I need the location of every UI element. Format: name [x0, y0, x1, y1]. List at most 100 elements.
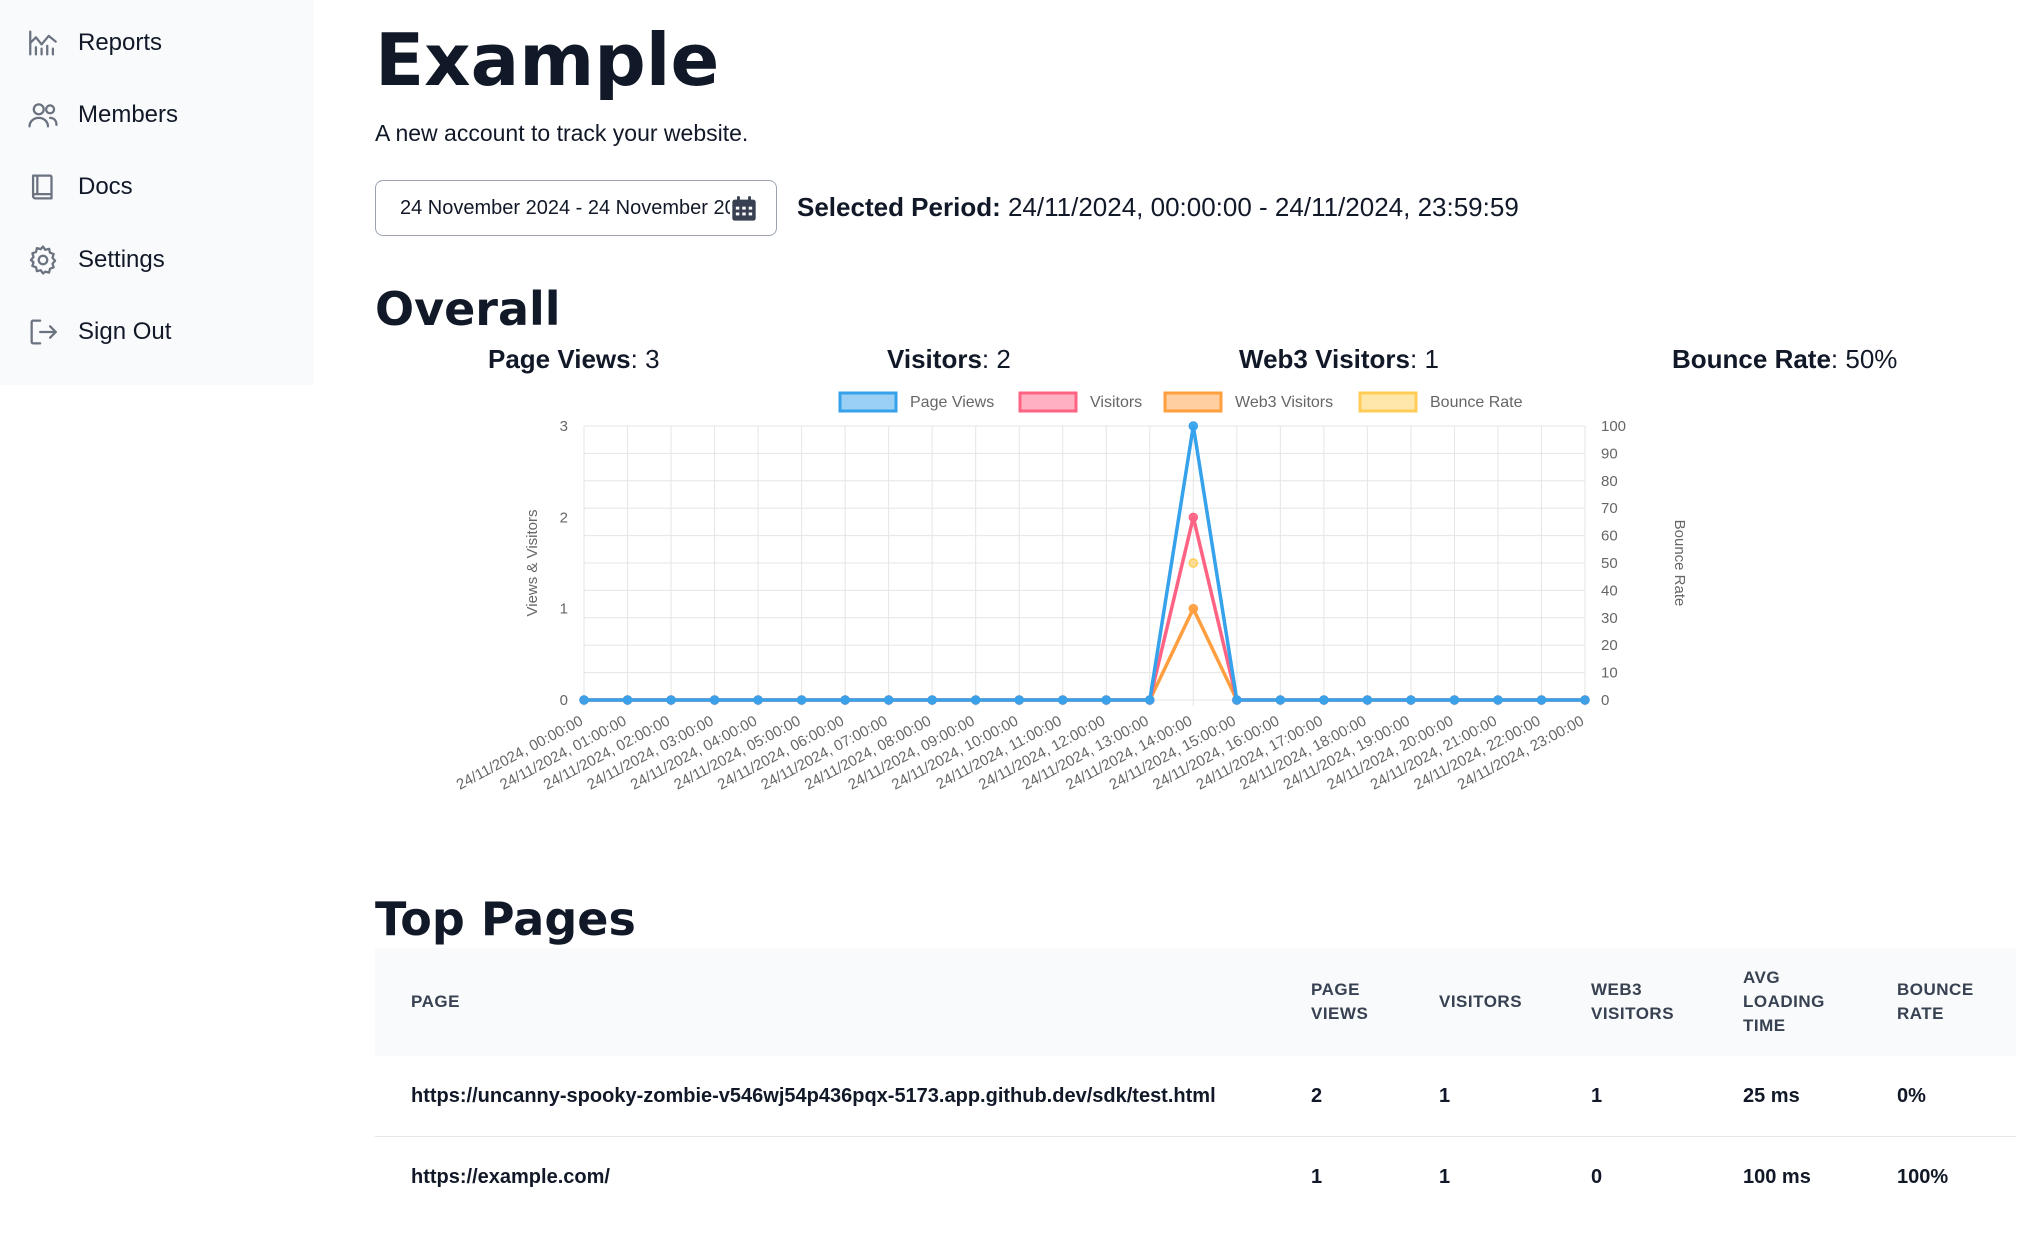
data-point: [1014, 695, 1024, 705]
legend-label: Page Views: [910, 394, 994, 411]
calendar-icon[interactable]: [730, 195, 758, 223]
sidebar-item-label: Members: [78, 101, 179, 128]
sidebar-item-sign-out[interactable]: Sign Out: [26, 312, 171, 352]
sidebar-item-settings[interactable]: Settings: [26, 240, 165, 280]
y-right-tick-label: 80: [1601, 473, 1618, 490]
stat-visitors: Visitors: 2: [887, 344, 1011, 374]
selected-period: Selected Period: 24/11/2024, 00:00:00 - …: [797, 192, 1519, 223]
column-header: VISITORS: [1439, 992, 1523, 1011]
sidebar-item-members[interactable]: Members: [26, 95, 178, 135]
sidebar-item-label: Docs: [78, 173, 133, 200]
sidebar-item-label: Sign Out: [78, 318, 172, 345]
data-point: [1188, 421, 1199, 431]
sign-out-icon: [30, 319, 57, 345]
table-cell: 100%: [1897, 1165, 1949, 1188]
stat-label: Bounce Rate: [1672, 344, 1831, 374]
legend-swatch: [1163, 391, 1223, 413]
table-row: https://example.com/ 1 1 0 100 ms 100%: [375, 1137, 2016, 1218]
data-point: [1536, 695, 1547, 705]
top-pages-title: Top Pages: [375, 892, 636, 946]
stat-value: 1: [1424, 344, 1439, 374]
column-header: WEB3 VISITORS: [1591, 980, 1675, 1023]
y-right-tick-label: 30: [1601, 610, 1618, 627]
legend-label: Web3 Visitors: [1235, 394, 1333, 411]
data-point: [622, 695, 633, 705]
y-tick-label: 0: [560, 692, 568, 709]
data-point: [1275, 695, 1286, 705]
stat-value: 3: [645, 344, 660, 374]
table-cell: 2: [1275, 1056, 1403, 1137]
book-icon: [31, 174, 53, 200]
sidebar-item-docs[interactable]: Docs: [26, 167, 133, 207]
data-point: [1232, 695, 1242, 705]
selected-period-value: 24/11/2024, 00:00:00 - 24/11/2024, 23:59…: [1007, 192, 1519, 222]
users-icon: [28, 103, 58, 128]
table-cell-page: https://example.com/: [411, 1165, 610, 1188]
chart-line-icon: [29, 30, 57, 56]
table-cell: 1: [1311, 1165, 1323, 1188]
y-right-tick-label: 10: [1601, 665, 1618, 682]
y-right-tick-label: 40: [1601, 582, 1618, 599]
y-tick-label: 2: [560, 509, 568, 526]
table-cell: 100 ms: [1743, 1165, 1811, 1188]
data-point: [1188, 512, 1199, 523]
y-right-axis-title: Bounce Rate: [1671, 520, 1688, 607]
data-point: [1188, 603, 1199, 614]
data-point: [840, 695, 850, 705]
data-point: [796, 695, 807, 705]
sidebar-item-label: Reports: [78, 29, 163, 56]
column-header: AVG LOADING TIME: [1743, 968, 1825, 1035]
stat-label: Page Views: [488, 344, 631, 374]
data-point: [1188, 558, 1199, 568]
data-point: [1057, 695, 1068, 705]
legend-swatch: [838, 391, 898, 413]
main-content: Example A new account to track your webs…: [375, 0, 2028, 1252]
table-cell: 1: [1403, 1056, 1555, 1137]
page-title: Example: [375, 18, 720, 102]
data-point: [1362, 695, 1373, 705]
column-header: PAGE VIEWS: [1311, 980, 1369, 1023]
table-cell-page: https://uncanny-spooky-zombie-v546wj54p4…: [375, 1056, 1275, 1137]
table-cell: 1: [1555, 1056, 1707, 1137]
date-range-picker[interactable]: 24 November 2024 - 24 November 2024: [375, 180, 777, 236]
y-right-tick-label: 60: [1601, 528, 1618, 545]
gear-icon: [29, 245, 57, 275]
sidebar-item-label: Settings: [78, 246, 165, 273]
table-cell: 0%: [1861, 1056, 2016, 1137]
data-point: [666, 695, 676, 705]
stat-value: 2: [996, 344, 1011, 374]
table-row: https://uncanny-spooky-zombie-v546wj54p4…: [375, 1056, 2016, 1137]
table-cell: 1: [1439, 1165, 1451, 1188]
data-point: [1101, 695, 1112, 705]
data-point: [1449, 695, 1460, 705]
legend-swatch: [1358, 391, 1418, 413]
page-subtitle: A new account to track your website.: [375, 120, 749, 146]
data-point: [1493, 695, 1503, 705]
y-right-tick-label: 100: [1601, 418, 1626, 435]
y-right-tick-label: 50: [1601, 555, 1618, 572]
data-point: [927, 695, 937, 705]
sidebar-item-reports[interactable]: Reports: [26, 23, 162, 63]
data-point: [883, 695, 894, 705]
y-right-tick-label: 70: [1601, 500, 1618, 517]
stat-label: Web3 Visitors: [1239, 344, 1410, 374]
stat-value: 50%: [1845, 344, 1898, 374]
y-axis-title: Views & Visitors: [524, 510, 541, 617]
legend-label: Bounce Rate: [1430, 394, 1523, 411]
series-line: [584, 424, 1585, 702]
table-cell: 0: [1591, 1165, 1603, 1188]
data-point: [1145, 695, 1155, 705]
table-cell: 25 ms: [1707, 1056, 1861, 1137]
legend-label: Visitors: [1090, 394, 1142, 411]
y-right-tick-label: 20: [1601, 637, 1618, 654]
column-header: PAGE: [411, 992, 460, 1011]
data-point: [579, 695, 589, 705]
y-right-tick-label: 0: [1601, 692, 1609, 709]
stat-label: Visitors: [887, 344, 982, 374]
series-line: [584, 606, 1585, 702]
data-point: [709, 695, 720, 705]
column-header: BOUNCE RATE: [1897, 980, 1974, 1023]
data-point: [970, 695, 981, 705]
overall-title: Overall: [375, 282, 561, 336]
